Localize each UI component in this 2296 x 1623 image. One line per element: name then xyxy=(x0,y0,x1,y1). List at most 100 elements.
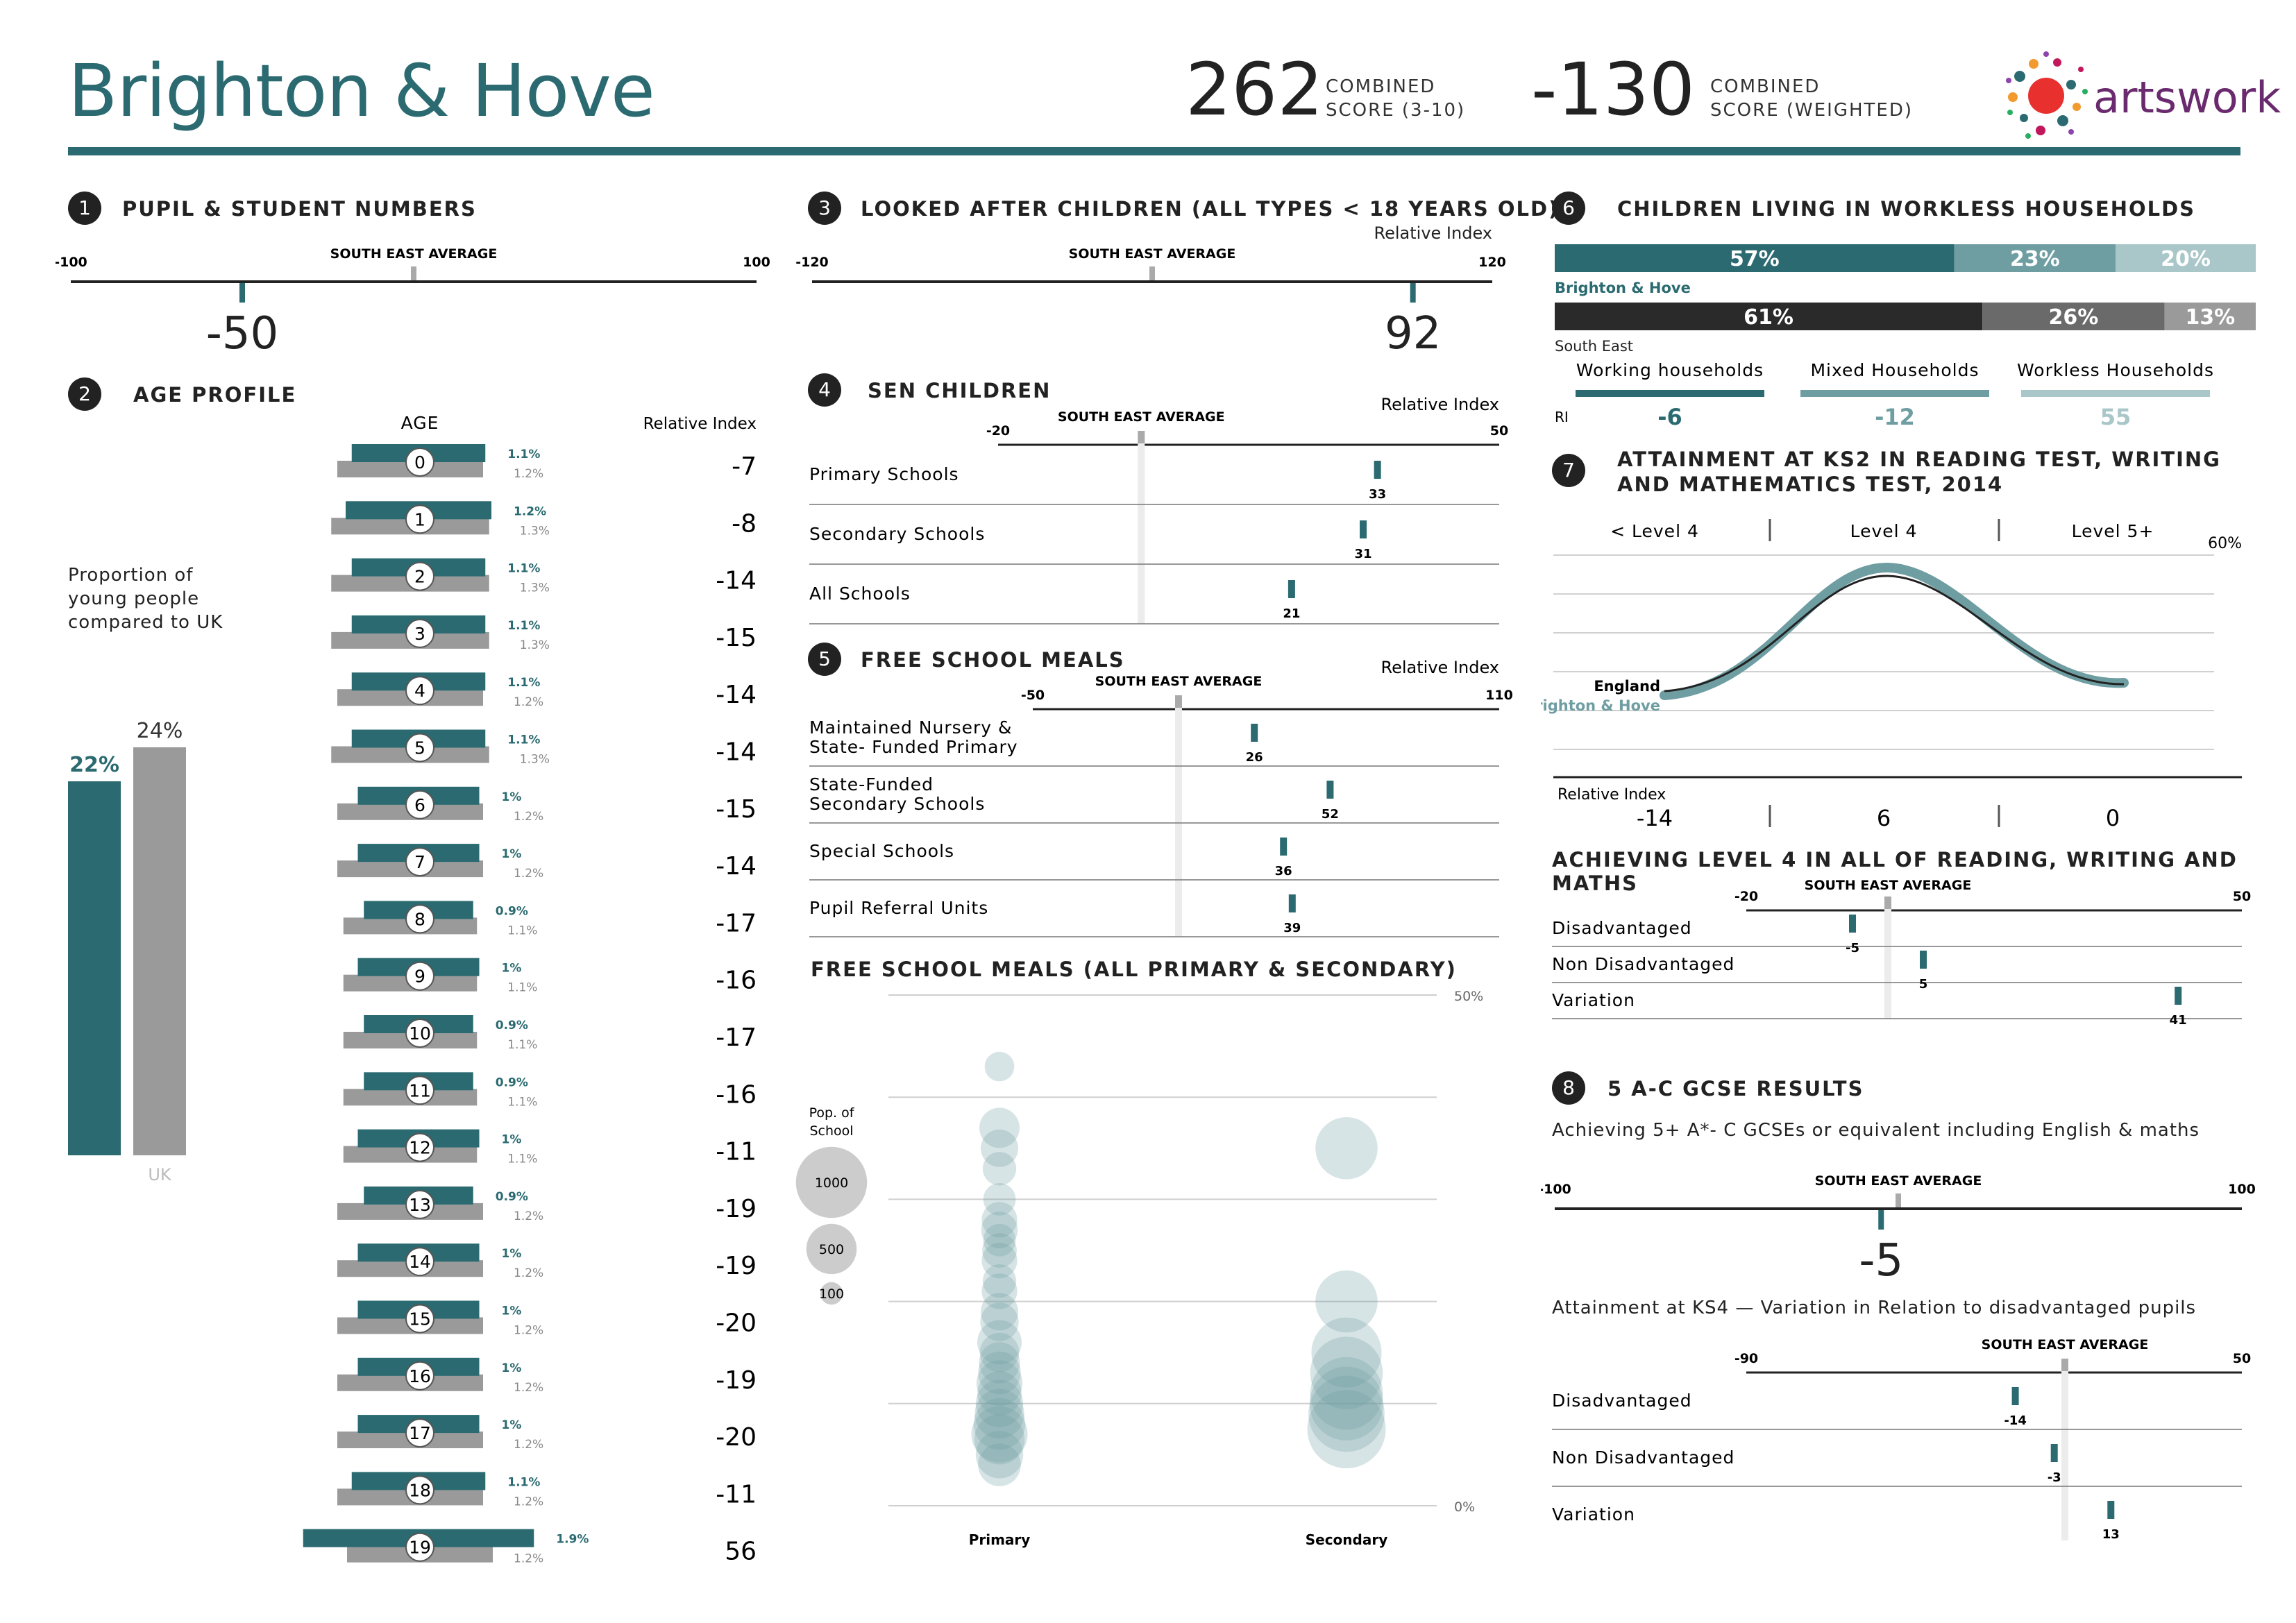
gcse-chart: -100 100 SOUTH EAST AVERAGE -5 xyxy=(1541,1173,2256,1286)
school-bubble xyxy=(981,1202,1018,1238)
category-key-bar xyxy=(2021,390,2210,397)
uk-pct-label: 1.2% xyxy=(514,695,543,709)
school-bubble xyxy=(976,1360,1023,1407)
uk-pct-label: 1.1% xyxy=(507,1038,537,1052)
school-bubble xyxy=(978,1351,1021,1395)
row-label: All Schools xyxy=(809,584,911,604)
row-label: Secondary Schools xyxy=(809,524,985,544)
local-pct-label: 1% xyxy=(502,1418,522,1432)
age-relative-index: -17 xyxy=(716,1023,757,1052)
fsm-bubble-chart: 50% 0% Primary Secondary Pop. of School 1000 50… xyxy=(795,989,1483,1548)
local-pct-label: 1% xyxy=(502,1305,522,1318)
se-average-marker xyxy=(411,266,416,280)
value-marker xyxy=(2011,1387,2019,1405)
looked-after-chart: -120 120 SOUTH EAST AVERAGE 92 Relative Inde… xyxy=(795,223,1506,359)
age-badge xyxy=(405,1418,434,1448)
school-bubble xyxy=(979,1332,1020,1373)
level-label: Level 5+ xyxy=(2072,521,2154,541)
school-bubble xyxy=(971,1406,1028,1463)
section-3-title: LOOKED AFTER CHILDREN (ALL TYPES < 18 YE… xyxy=(861,197,1560,221)
uk-pct-label: 1.2% xyxy=(514,1381,543,1395)
value-marker xyxy=(1326,781,1334,799)
uk-pct-label: 1.3% xyxy=(520,524,550,538)
gcse-subtitle: Achieving 5+ A*- C GCSEs or equivalent i… xyxy=(1552,1120,2200,1141)
relative-index-value: -6 xyxy=(1657,404,1682,430)
uk-pct-label: 1.2% xyxy=(514,1266,543,1280)
age-label: 9 xyxy=(414,967,425,987)
school-bubble xyxy=(982,1264,1017,1298)
relative-index-value: 0 xyxy=(2106,805,2120,831)
age-label: 0 xyxy=(414,452,425,473)
school-bubble xyxy=(1311,1317,1382,1388)
age-badge xyxy=(405,1019,434,1048)
se-average-marker xyxy=(1138,431,1145,443)
section-2-title: AGE PROFILE xyxy=(133,383,297,407)
age-label: 6 xyxy=(414,795,425,815)
local-summary-bar xyxy=(68,781,121,1155)
scale-max-label: 50 xyxy=(1490,423,1508,439)
age-label: 4 xyxy=(414,681,425,701)
relative-index-value: -12 xyxy=(1875,404,1915,430)
age-label: 1 xyxy=(414,509,425,529)
section-5-title: FREE SCHOOL MEALS xyxy=(861,648,1125,672)
relative-index-label: Relative Index xyxy=(1381,395,1499,414)
local-pct-label: 1.9% xyxy=(556,1533,589,1547)
school-bubble xyxy=(978,1443,1021,1486)
ks2-attainment-chart: < Level 4 Level 4 Level 5+ 60% England Bright… xyxy=(1541,519,2242,831)
section-8-title: 5 A-C GCSE RESULTS xyxy=(1607,1077,1864,1101)
value-marker xyxy=(2175,987,2182,1005)
uk-pct-label: 1.2% xyxy=(514,1438,543,1452)
school-bubble xyxy=(983,1183,1016,1216)
sen-chart: -20 50 SOUTH EAST AVERAGE Relative Index Pri… xyxy=(809,395,1508,624)
age-relative-index: -19 xyxy=(716,1252,757,1280)
row-label: Non Disadvantaged xyxy=(1552,1447,1734,1468)
age-relative-index: -19 xyxy=(716,1366,757,1395)
school-bubble xyxy=(977,1320,1022,1365)
row-label: Special Schools xyxy=(809,841,954,861)
age-badge xyxy=(405,1532,434,1562)
brighton-hove-line xyxy=(1660,562,2129,700)
scale-value-label: 92 xyxy=(1385,308,1441,359)
section-6-title: CHILDREN LIVING IN WORKLESS HOUSEHOLDS xyxy=(1617,197,2196,221)
relative-index-value: 55 xyxy=(2100,404,2132,430)
legend-bubble xyxy=(795,1146,868,1218)
age-relative-index: -20 xyxy=(716,1423,757,1452)
school-bubble xyxy=(979,1107,1020,1148)
section-7-title: ATTAINMENT AT KS2 IN READING TEST, WRITI… xyxy=(1617,447,2221,497)
uk-pct-label: 1.3% xyxy=(520,753,550,767)
logo-text: artswork xyxy=(2093,72,2281,123)
uk-pct-label: 1.1% xyxy=(507,924,537,937)
value-label: -5 xyxy=(1846,941,1859,955)
fsm-bubbles-title: FREE SCHOOL MEALS (ALL PRIMARY & SECONDA… xyxy=(811,958,1457,981)
legend-label: 500 xyxy=(819,1242,844,1257)
weighted-score-label-line2: SCORE (WEIGHTED) xyxy=(1710,100,1913,121)
age-relative-index: -20 xyxy=(716,1309,757,1338)
value-marker xyxy=(2050,1444,2058,1462)
school-bubble xyxy=(975,1379,1024,1427)
value-label: 5 xyxy=(1919,977,1928,992)
uk-pct-label: 1.1% xyxy=(507,1153,537,1166)
scale-min-label: -90 xyxy=(1734,1351,1758,1366)
age-label: 15 xyxy=(409,1309,431,1329)
age-label: 16 xyxy=(409,1366,431,1386)
weighted-score-label-line1: COMBINED xyxy=(1710,76,1821,97)
segment-label: 20% xyxy=(2161,247,2211,271)
header-rule xyxy=(68,147,2240,155)
uk-pct-label: 1.3% xyxy=(520,581,550,595)
category-label: Secondary xyxy=(1306,1531,1388,1548)
stacked-segment xyxy=(1954,244,2116,272)
row-label: Variation xyxy=(1552,990,1635,1010)
y-max-label: 60% xyxy=(2208,535,2242,552)
school-bubble xyxy=(1315,1270,1378,1333)
age-label: 17 xyxy=(409,1423,431,1443)
scale-value-label: -50 xyxy=(206,308,279,359)
section-2-number: 2 xyxy=(68,377,101,411)
ks4-chart: -90 50 SOUTH EAST AVERAGE Disadvantaged -14 N… xyxy=(1552,1337,2251,1540)
section-7-title-line1: ATTAINMENT AT KS2 IN READING TEST, WRITI… xyxy=(1617,448,2221,471)
relative-index-header: Relative Index xyxy=(643,415,757,433)
category-key-bar xyxy=(1800,390,1989,397)
uk-pct-label: 1.2% xyxy=(514,810,543,824)
se-average-marker xyxy=(1884,897,1891,909)
se-average-label: SOUTH EAST AVERAGE xyxy=(1069,246,1236,262)
local-pct-label: 1.1% xyxy=(507,1475,540,1489)
